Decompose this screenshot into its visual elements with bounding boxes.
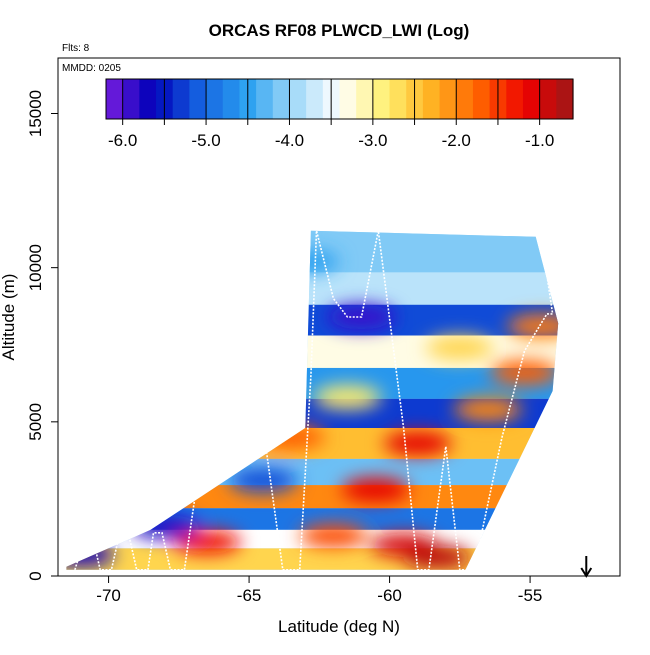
- colorbar-swatch: [222, 79, 241, 119]
- y-tick-label: 15000: [26, 90, 45, 137]
- colorbar-swatch: [272, 79, 291, 119]
- colorbar-swatch: [422, 79, 441, 119]
- heatmap-cell: [299, 523, 368, 548]
- heatmap-cell: [403, 545, 472, 570]
- colorbar-swatch: [139, 79, 157, 119]
- heatmap-cell: [507, 314, 559, 339]
- colorbar-swatch: [389, 79, 407, 119]
- chart-title: ORCAS RF08 PLWCD_LWI (Log): [209, 21, 470, 40]
- colorbar-swatch: [539, 79, 557, 119]
- colorbar-swatch: [522, 79, 541, 119]
- down-arrow-icon: [580, 556, 593, 578]
- colorbar-tick-label: -1.0: [525, 131, 554, 150]
- y-tick-label: 0: [26, 571, 45, 580]
- heatmap-cell: [172, 530, 241, 555]
- heatmap-cell: [453, 397, 522, 422]
- x-tick-label: -65: [237, 586, 262, 605]
- colorbar-swatch: [456, 79, 474, 119]
- colorbar-swatch: [172, 79, 190, 119]
- x-axis-label: Latitude (deg N): [278, 617, 400, 636]
- colorbar-tick-label: -6.0: [108, 131, 137, 150]
- colorbar-swatch: [472, 79, 491, 119]
- colorbar-swatch: [339, 79, 357, 119]
- colorbar-swatch: [506, 79, 524, 119]
- mmdd-label: MMDD: 0205: [62, 63, 121, 74]
- heatmap-band: [66, 272, 559, 305]
- colorbar-swatch: [439, 79, 457, 119]
- heatmap-cell: [271, 249, 340, 274]
- y-axis-label: Altitude (m): [0, 274, 18, 361]
- heatmap-cell: [383, 431, 452, 456]
- colorbar-swatch: [122, 79, 140, 119]
- heatmap-band: [66, 548, 559, 570]
- heatmap-band: [66, 458, 559, 486]
- colorbar-tick-label: -3.0: [358, 131, 387, 150]
- colorbar-swatch: [306, 79, 324, 119]
- colorbar-swatch: [356, 79, 374, 119]
- heatmap-cell: [490, 360, 559, 385]
- x-tick-label: -60: [377, 586, 402, 605]
- x-tick-label: -70: [96, 586, 121, 605]
- colorbar: -6.0 -5.0 -4.0 -3.0 -2.0 -1.0: [105, 78, 574, 150]
- heatmap-cell: [425, 335, 494, 360]
- y-tick-label: 5000: [26, 403, 45, 441]
- heatmap-cell: [257, 425, 326, 450]
- colorbar-swatch: [106, 79, 124, 119]
- colorbar-tick-label: -5.0: [191, 131, 220, 150]
- colorbar-tick-label: -2.0: [442, 131, 471, 150]
- flight-track-line: [74, 230, 554, 571]
- arrow-head: [580, 567, 593, 578]
- colorbar-swatch: [189, 79, 207, 119]
- x-tick-label: -55: [518, 586, 543, 605]
- colorbar-swatch: [372, 79, 391, 119]
- colorbar-swatch: [289, 79, 307, 119]
- colorbar-tick-label: -4.0: [275, 131, 304, 150]
- x-axis: -70 -65 -60 -55: [96, 576, 542, 605]
- heatmap-cell: [229, 468, 298, 493]
- colorbar-swatch: [206, 79, 224, 119]
- y-tick-label: 10000: [26, 244, 45, 291]
- heatmap-cell: [313, 385, 382, 410]
- heatmap-band: [66, 428, 559, 459]
- heatmap-cell: [341, 477, 410, 502]
- heatmap-cell: [66, 542, 115, 567]
- y-axis: 0 5000 10000 15000: [26, 90, 58, 581]
- colorbar-frame: [105, 78, 574, 120]
- heatmap-cell: [130, 514, 199, 539]
- heatmap-band: [66, 485, 559, 509]
- colorbar-swatch: [556, 79, 574, 119]
- flight-track-layer: [74, 230, 554, 571]
- plot-frame: [57, 57, 621, 577]
- colorbar-swatch: [256, 79, 274, 119]
- flights-label: Flts: 8: [62, 43, 90, 54]
